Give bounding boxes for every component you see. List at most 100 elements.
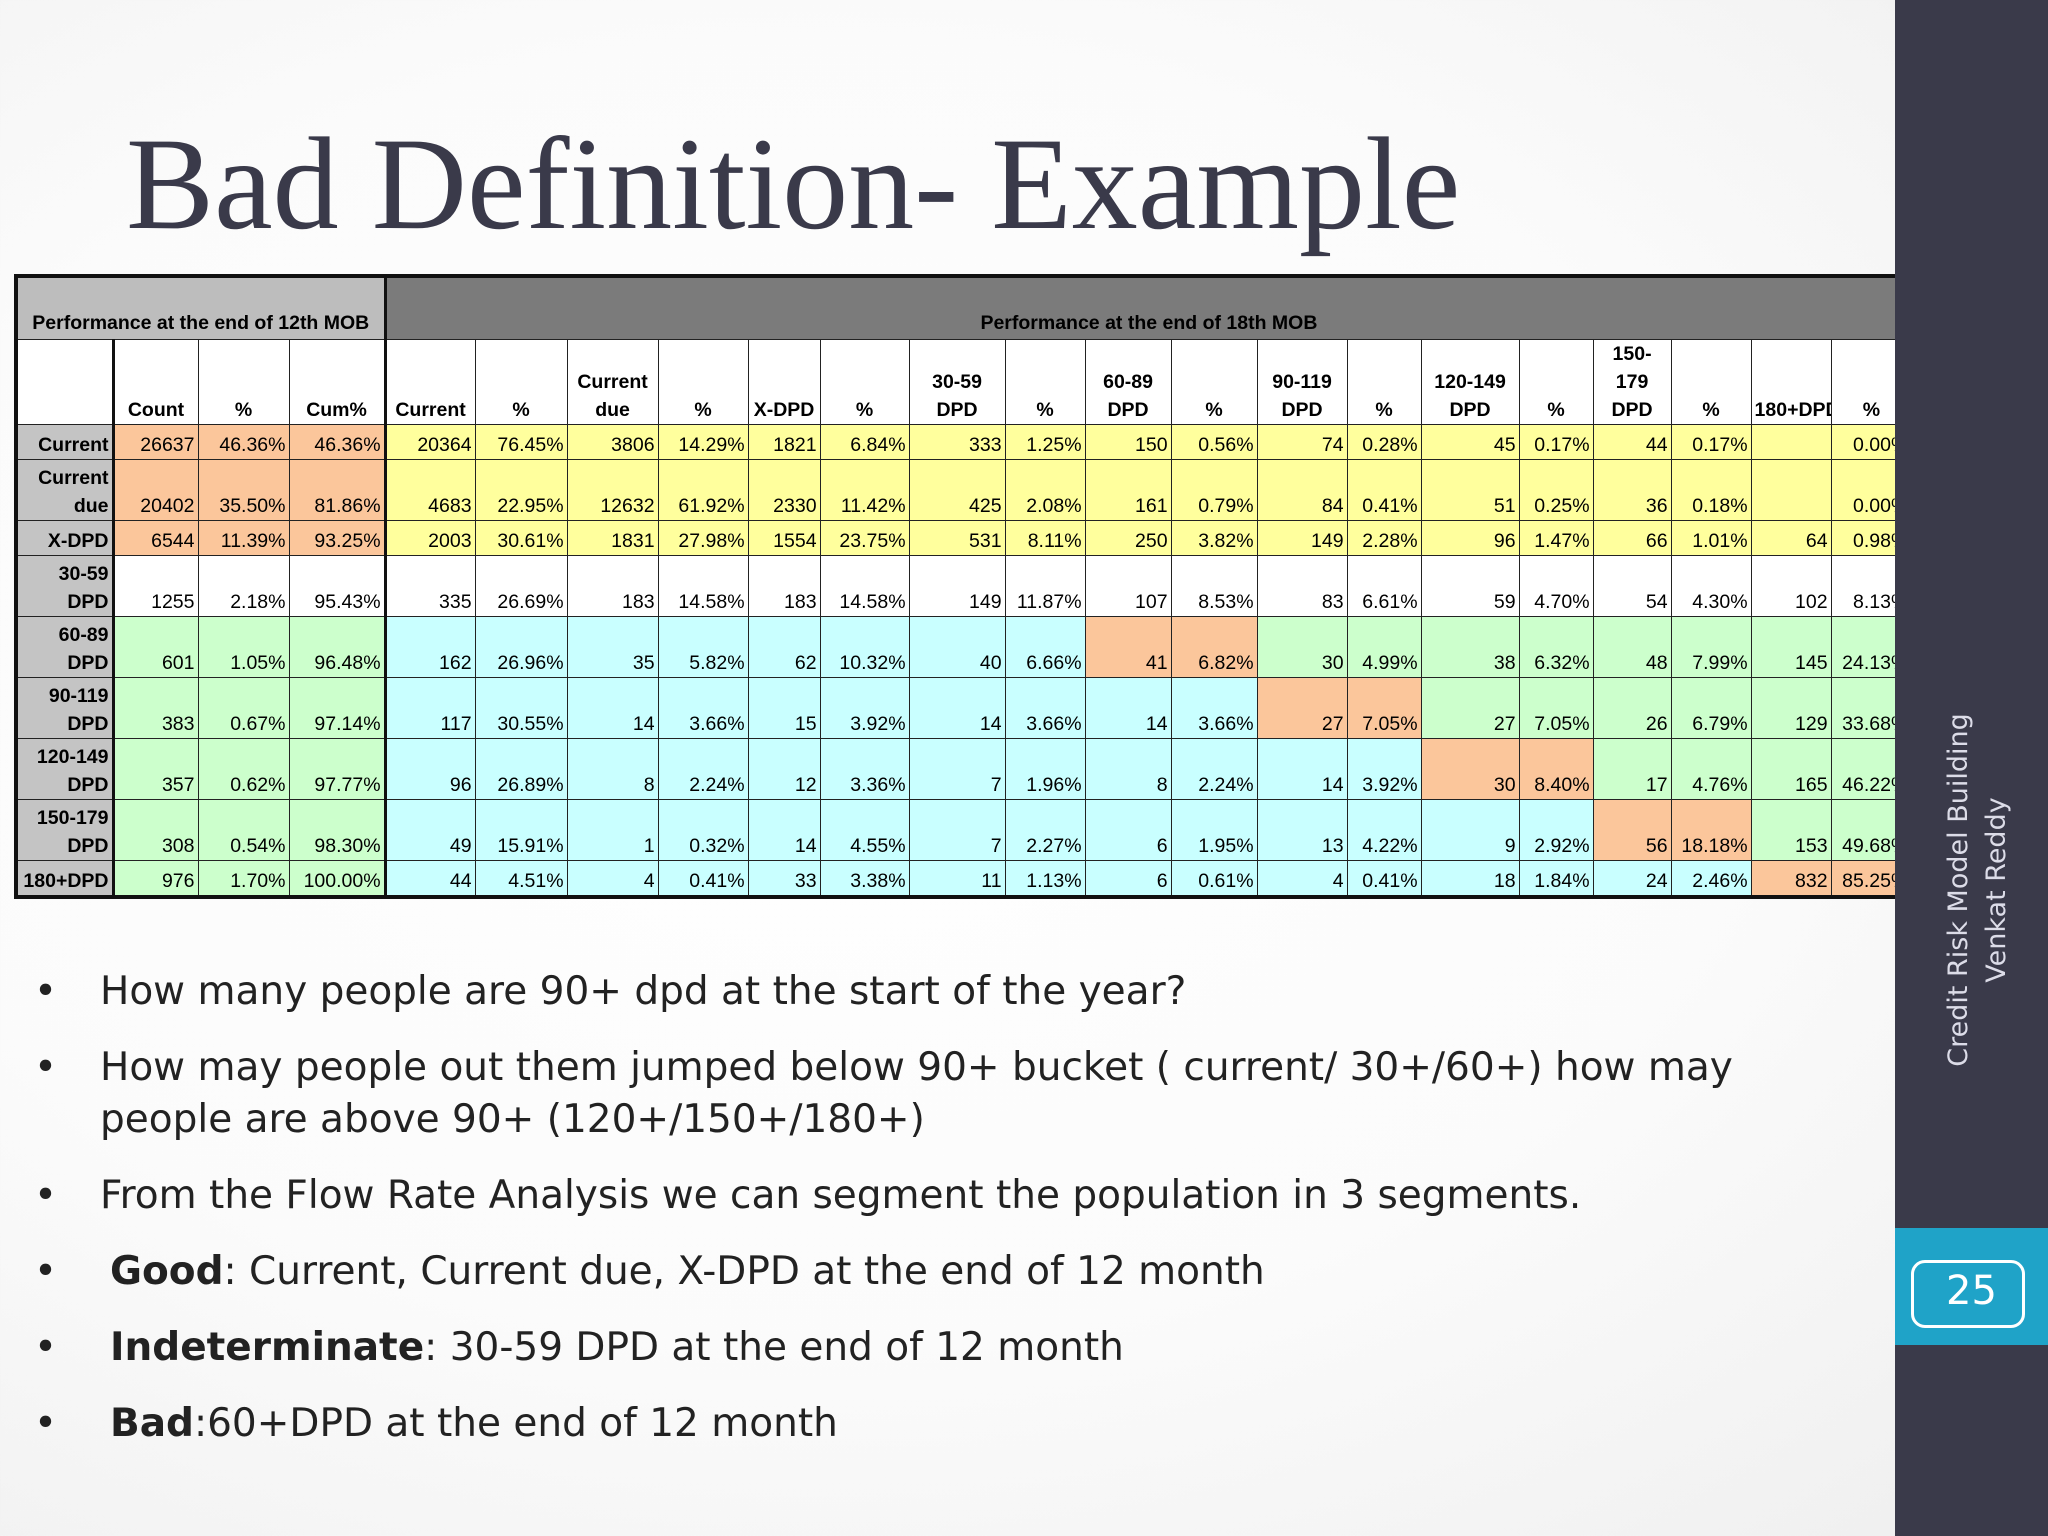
table-cell: 7.99%	[1670, 616, 1752, 678]
table-cell: 1821	[747, 424, 821, 460]
table-cell: 832	[1750, 860, 1832, 898]
table-cell: 3.38%	[819, 860, 910, 898]
page-number-box: 25	[1895, 1228, 2048, 1345]
table-cell: 6.82%	[1170, 616, 1258, 678]
table-cell: 1.84%	[1518, 860, 1594, 898]
column-header: %	[474, 339, 568, 425]
table-cell: 2.18%	[197, 555, 290, 617]
table-cell: 27.98%	[657, 520, 749, 556]
row-label: 120-149 DPD	[15, 738, 115, 800]
table-cell: 0.28%	[1346, 424, 1422, 460]
table-cell: 7.05%	[1346, 677, 1422, 739]
table-cell: 6.32%	[1518, 616, 1594, 678]
column-header: Cum%	[288, 339, 387, 425]
table-cell: 46.36%	[197, 424, 290, 460]
column-header: Current	[384, 339, 476, 425]
table-cell: 0.54%	[197, 799, 290, 861]
table-cell: 62	[747, 616, 821, 678]
table-row: 150-179 DPD 308 0.54% 98.30% 49 15.91% 1 0.32% 1…	[15, 799, 1914, 861]
table-row: 180+DPD 976 1.70% 100.00% 44 4.51% 4 0.41% 33 3.3…	[15, 860, 1914, 898]
table-cell: 145	[1750, 616, 1832, 678]
table-cell: 26	[1592, 677, 1672, 739]
table-cell: 15.91%	[474, 799, 568, 861]
table-cell: 98.30%	[288, 799, 387, 861]
table-corner-cell	[15, 339, 115, 425]
performance-table-container: Performance at the end of 12th MOB Perfor…	[14, 274, 1916, 899]
table-cell: 4.76%	[1670, 738, 1752, 800]
table-cell: 26.96%	[474, 616, 568, 678]
table-cell: 3.66%	[1004, 677, 1086, 739]
table-cell: 14	[908, 677, 1006, 739]
table-cell: 2330	[747, 459, 821, 521]
column-header: %	[1346, 339, 1422, 425]
table-cell: 61.92%	[657, 459, 749, 521]
table-cell: 46.36%	[288, 424, 387, 460]
table-cell: 1831	[566, 520, 659, 556]
table-cell: 6.84%	[819, 424, 910, 460]
table-cell: 102	[1750, 555, 1832, 617]
table-cell: 96	[1420, 520, 1520, 556]
table-cell: 11	[908, 860, 1006, 898]
table-cell: 183	[566, 555, 659, 617]
table-cell: 18.18%	[1670, 799, 1752, 861]
table-cell: 36	[1592, 459, 1672, 521]
table-cell: 8	[566, 738, 659, 800]
table-cell: 100.00%	[288, 860, 387, 898]
bullet-item: • How many people are 90+ dpd at the star…	[34, 966, 1864, 1018]
table-cell: 27	[1420, 677, 1520, 739]
table-cell: 308	[112, 799, 199, 861]
row-label: X-DPD	[15, 520, 115, 556]
band-12th-mob: Performance at the end of 12th MOB	[15, 275, 387, 340]
table-cell: 11.42%	[819, 459, 910, 521]
column-header: 30-59 DPD	[908, 339, 1006, 425]
table-cell: 1.47%	[1518, 520, 1594, 556]
table-cell: 976	[112, 860, 199, 898]
table-cell: 14.58%	[657, 555, 749, 617]
table-cell: 6544	[112, 520, 199, 556]
column-header: Current due	[566, 339, 659, 425]
table-cell: 601	[112, 616, 199, 678]
table-cell: 2.27%	[1004, 799, 1086, 861]
bullet-text: From the Flow Rate Analysis we can segme…	[100, 1173, 1582, 1218]
table-cell: 38	[1420, 616, 1520, 678]
table-cell: 4.51%	[474, 860, 568, 898]
column-header: 90-119 DPD	[1256, 339, 1348, 425]
table-cell: 3.92%	[819, 677, 910, 739]
sidebar-caption: Credit Risk Model Building Venkat Reddy	[1893, 700, 2048, 1080]
column-header: X-DPD	[747, 339, 821, 425]
table-row: 120-149 DPD 357 0.62% 97.77% 96 26.89% 8 2.24% 1…	[15, 738, 1914, 800]
table-cell: 97.14%	[288, 677, 387, 739]
column-header: 180+DPD	[1750, 339, 1832, 425]
table-cell: 35.50%	[197, 459, 290, 521]
table-cell: 97.77%	[288, 738, 387, 800]
table-cell: 45	[1420, 424, 1520, 460]
bullet-list: • How many people are 90+ dpd at the star…	[34, 966, 1864, 1474]
band-18th-mob: Performance at the end of 18th MOB	[384, 275, 1914, 340]
table-cell: 17	[1592, 738, 1672, 800]
table-cell: 1.95%	[1170, 799, 1258, 861]
table-row: X-DPD 6544 11.39% 93.25% 2003 30.61% 1831 27.98…	[15, 520, 1914, 556]
column-header: 60-89 DPD	[1084, 339, 1172, 425]
table-cell: 0.41%	[1346, 459, 1422, 521]
table-cell: 0.41%	[657, 860, 749, 898]
table-cell: 1.70%	[197, 860, 290, 898]
table-cell: 5.82%	[657, 616, 749, 678]
slide: Bad Definition- Example Performance at t…	[14, 118, 1916, 1474]
table-cell: 6	[1084, 799, 1172, 861]
table-cell: 66	[1592, 520, 1672, 556]
table-cell: 40	[908, 616, 1006, 678]
table-cell: 0.32%	[657, 799, 749, 861]
table-cell: 531	[908, 520, 1006, 556]
table-cell: 10.32%	[819, 616, 910, 678]
table-cell: 20402	[112, 459, 199, 521]
bullet-bold-term: Good	[110, 1249, 224, 1294]
table-cell: 3.66%	[1170, 677, 1258, 739]
table-cell: 20364	[384, 424, 476, 460]
table-cell: 0.61%	[1170, 860, 1258, 898]
column-header: %	[1170, 339, 1258, 425]
table-cell: 14.58%	[819, 555, 910, 617]
bullet-dot-icon: •	[34, 1325, 58, 1370]
bullet-item: • How may people out them jumped below 90…	[34, 1042, 1864, 1146]
table-cell: 4.55%	[819, 799, 910, 861]
table-cell: 9	[1420, 799, 1520, 861]
